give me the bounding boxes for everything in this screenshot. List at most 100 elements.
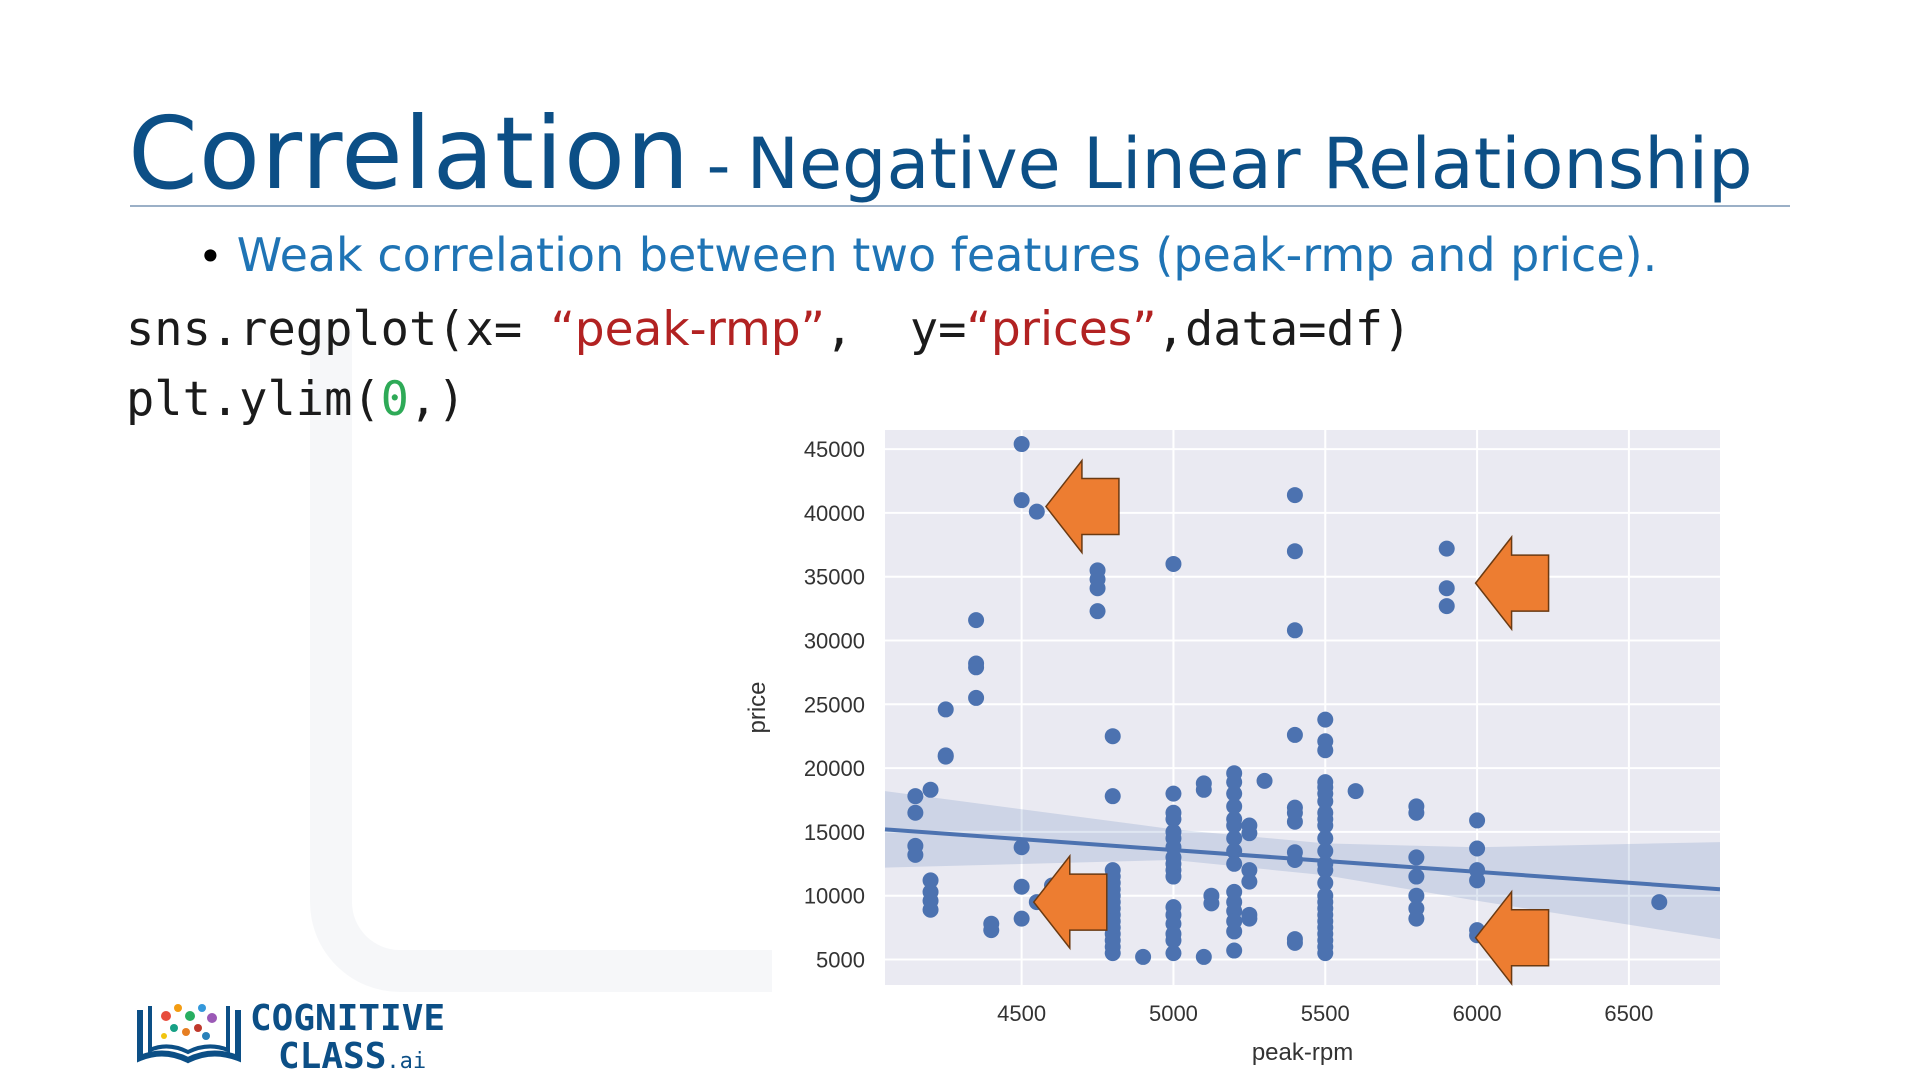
data-point: [1408, 910, 1425, 927]
y-axis-label: price: [744, 681, 771, 733]
data-point: [937, 701, 954, 718]
code-l1-suffix: ,data=df): [1156, 302, 1412, 357]
data-point: [907, 804, 924, 821]
plot-area: 4500 5000 5500 6000 6500 5000 10000 15000 20000 2…: [804, 430, 1720, 1026]
y-tick-label: 30000: [804, 629, 865, 654]
y-tick-label: 10000: [804, 884, 865, 909]
data-point: [1089, 603, 1106, 620]
data-point: [1241, 825, 1258, 842]
data-point: [1286, 934, 1303, 951]
code-line-regplot: sns.regplot(x= “peak-rmp”, y=“prices”,da…: [126, 302, 1411, 357]
data-point: [1256, 772, 1273, 789]
orange-arrow-icon: [1474, 534, 1550, 632]
code-line-ylim: plt.ylim(0,): [126, 372, 466, 427]
orange-arrow-icon: [1044, 458, 1120, 555]
data-point: [1165, 932, 1182, 949]
data-point: [1165, 868, 1182, 885]
regression-line: [884, 827, 1720, 892]
data-point: [1317, 793, 1334, 810]
data-point: [922, 872, 939, 889]
code-l2-num: 0: [380, 372, 409, 427]
data-point: [1226, 785, 1243, 802]
data-point: [1013, 878, 1030, 895]
x-axis-label: peak-rpm: [1252, 1039, 1353, 1066]
data-point: [1104, 788, 1121, 805]
data-point: [1226, 923, 1243, 940]
x-tick-label: 4500: [997, 1001, 1046, 1026]
data-point: [1286, 813, 1303, 830]
x-tick-label: 6000: [1453, 1001, 1502, 1026]
slide-title: Correlation - Negative Linear Relationsh…: [128, 95, 1753, 212]
cognitive-class-logo-icon: [137, 1004, 241, 1064]
data-point: [1195, 948, 1212, 965]
data-point: [968, 612, 985, 629]
data-point: [1089, 580, 1106, 597]
data-point: [1438, 580, 1455, 597]
data-point: [1226, 817, 1243, 834]
data-point: [1226, 855, 1243, 872]
background-watermark: [310, 330, 772, 992]
x-tick-label: 5000: [1149, 1001, 1198, 1026]
code-l1-ystr: “prices”: [966, 302, 1157, 357]
data-point: [1165, 555, 1182, 572]
data-point: [1203, 895, 1220, 912]
data-point: [1469, 812, 1486, 829]
data-point: [1286, 543, 1303, 560]
data-point: [1226, 798, 1243, 815]
data-point: [1438, 540, 1455, 557]
data-point: [1226, 830, 1243, 847]
data-point: [1165, 945, 1182, 962]
title-separator: -: [706, 127, 731, 204]
data-point: [1165, 785, 1182, 802]
data-point: [1226, 774, 1243, 791]
data-point: [1013, 492, 1030, 509]
data-point: [922, 781, 939, 798]
data-point: [1408, 849, 1425, 866]
data-point: [907, 788, 924, 805]
logo-suffix: .ai: [386, 1049, 427, 1074]
data-point: [1013, 910, 1030, 927]
code-l1-prefix: sns.regplot(x=: [126, 302, 551, 357]
scatter-chart: 4500 5000 5500 6000 6500 5000 10000 15000 20000 2…: [744, 430, 1720, 1066]
bullet-text: Weak correlation between two features (p…: [236, 228, 1658, 282]
code-l1-xstr: “peak-rmp”: [550, 302, 825, 357]
data-point: [1241, 910, 1258, 927]
logo-wordmark: COGNITIVE CLASS.ai: [250, 1000, 445, 1081]
title-main: Correlation: [128, 95, 691, 212]
data-point: [1317, 742, 1334, 759]
x-tick-label: 5500: [1301, 1001, 1350, 1026]
data-point: [1408, 804, 1425, 821]
data-point: [1438, 598, 1455, 615]
data-point: [1286, 622, 1303, 639]
data-point: [1347, 783, 1364, 800]
data-point: [1317, 862, 1334, 879]
data-point: [1286, 487, 1303, 504]
data-point: [1317, 817, 1334, 834]
x-tick-label: 6500: [1604, 1001, 1653, 1026]
data-point: [1317, 830, 1334, 847]
data-point: [968, 689, 985, 706]
code-l2-prefix: plt.ylim(: [126, 372, 381, 427]
data-point: [1195, 781, 1212, 798]
bullet-dot-icon: •: [198, 232, 223, 281]
code-l1-mid: , y=: [825, 302, 967, 357]
data-point: [1651, 894, 1668, 911]
data-point: [1028, 503, 1045, 520]
data-point: [937, 748, 954, 765]
orange-arrow-icon: [1032, 853, 1108, 951]
data-point: [1469, 840, 1486, 857]
data-point: [1408, 868, 1425, 885]
y-tick-label: 25000: [804, 692, 865, 717]
data-point: [1165, 811, 1182, 828]
logo-line2-text: CLASS: [278, 1036, 387, 1077]
data-point: [1226, 942, 1243, 959]
data-point: [1317, 945, 1334, 962]
data-point: [1317, 874, 1334, 891]
data-point: [1013, 839, 1030, 856]
data-point: [1135, 948, 1152, 965]
orange-arrow-icon: [1474, 889, 1550, 986]
title-subtitle: Negative Linear Relationship: [746, 123, 1753, 205]
bullet-point: • Weak correlation between two features (…: [198, 228, 1657, 282]
data-point: [1104, 728, 1121, 745]
data-point: [1469, 872, 1486, 889]
